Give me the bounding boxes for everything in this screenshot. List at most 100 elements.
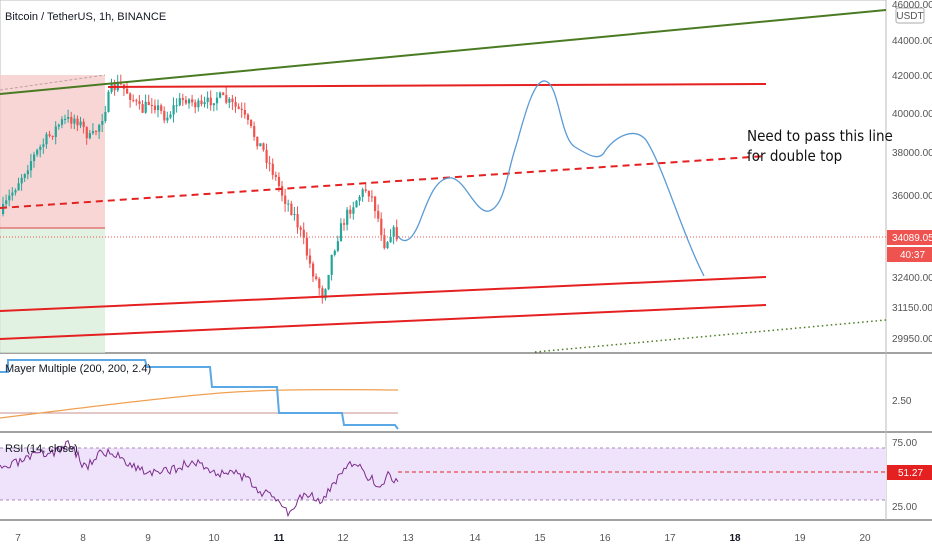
candle	[253, 126, 256, 137]
candle	[138, 101, 141, 105]
candle	[212, 103, 215, 106]
candle	[2, 204, 5, 214]
candle	[225, 95, 228, 103]
price-tick: 29950.00	[892, 334, 932, 345]
time-tick: 16	[599, 533, 611, 544]
candle	[88, 133, 91, 139]
candle	[163, 110, 166, 121]
rsi-band	[0, 448, 886, 500]
candle	[64, 118, 67, 120]
time-tick: 10	[208, 533, 220, 544]
candle	[377, 210, 380, 219]
candle	[181, 98, 184, 100]
support-line	[0, 304, 767, 340]
candle	[51, 135, 54, 137]
price-tick: 31150.00	[892, 303, 932, 314]
price-tick: 40000.00	[892, 109, 932, 120]
candle	[355, 200, 358, 208]
rsi-label: RSI (14, close)	[5, 443, 78, 455]
candle	[281, 186, 284, 196]
candle	[250, 119, 253, 127]
candle	[302, 229, 305, 238]
annotation-line1: Need to pass this line	[747, 127, 893, 145]
time-tick: 13	[402, 533, 414, 544]
candle	[178, 98, 181, 106]
candle	[308, 255, 312, 264]
mayer-pane: Mayer Multiple (200, 200, 2.4)	[0, 359, 399, 430]
candle	[374, 196, 377, 211]
channel-bottom-line	[0, 276, 767, 312]
candle	[129, 93, 132, 100]
candle	[268, 162, 271, 164]
rsi-tick: 25.00	[892, 502, 917, 513]
candle	[206, 97, 209, 103]
price-tick: 42000.00	[892, 71, 932, 82]
candle	[39, 146, 42, 150]
currency-badge	[895, 7, 925, 24]
candle	[107, 91, 110, 112]
candle	[166, 117, 169, 121]
long-position-zone	[0, 228, 105, 353]
candle	[209, 97, 212, 106]
candle	[150, 105, 153, 107]
candle	[271, 163, 274, 175]
price-tick: 38000.00	[892, 148, 932, 159]
mayer-tick: 2.50	[892, 396, 912, 407]
price-axis: USDT 46000.00 44000.00 42000.00 40000.00…	[887, 0, 932, 513]
candle	[70, 116, 73, 124]
price-tick: 44000.00	[892, 36, 932, 47]
candle	[132, 99, 135, 101]
price-tick: 36000.00	[892, 191, 932, 202]
candle	[262, 143, 265, 150]
ray-dashed	[0, 74, 106, 91]
dotted-trendline	[534, 319, 887, 353]
channel-top-line	[107, 83, 767, 88]
candle	[274, 174, 277, 177]
rsi-pane: RSI (14, close)	[0, 440, 886, 518]
candle	[343, 223, 346, 225]
candle	[172, 105, 175, 115]
candle	[234, 102, 237, 107]
candle	[324, 289, 327, 299]
candle	[222, 92, 225, 96]
candle	[290, 203, 293, 215]
pane-borders	[0, 0, 932, 521]
time-tick: 17	[664, 533, 676, 544]
candle	[5, 200, 8, 205]
candle	[370, 196, 374, 198]
candle	[48, 134, 51, 136]
candle	[57, 124, 60, 127]
candle	[153, 105, 157, 111]
projection-path	[397, 80, 705, 277]
svg-text:40:37: 40:37	[900, 250, 925, 261]
time-tick: 11	[274, 533, 285, 544]
candle	[299, 227, 302, 230]
candle	[126, 88, 129, 94]
candle	[237, 106, 240, 109]
candle	[33, 154, 36, 162]
candle	[104, 111, 107, 122]
candle	[26, 170, 29, 175]
svg-text:USDT: USDT	[896, 11, 923, 22]
candle	[327, 274, 330, 290]
candle	[197, 100, 200, 108]
candle	[11, 192, 14, 196]
candle	[17, 183, 20, 191]
candle	[318, 278, 321, 289]
candle	[45, 134, 48, 145]
candle	[200, 100, 203, 105]
price-tick: 46000.00	[892, 0, 932, 11]
time-tick: 12	[337, 533, 349, 544]
candle	[256, 136, 259, 147]
candle	[14, 190, 17, 193]
candle	[184, 99, 188, 104]
candle	[312, 263, 315, 277]
candle	[67, 116, 70, 119]
candle	[364, 189, 367, 191]
candle	[98, 124, 101, 132]
candle	[240, 108, 243, 111]
candle	[175, 105, 178, 107]
candle	[160, 105, 163, 111]
svg-text:34089.05: 34089.05	[892, 233, 932, 244]
